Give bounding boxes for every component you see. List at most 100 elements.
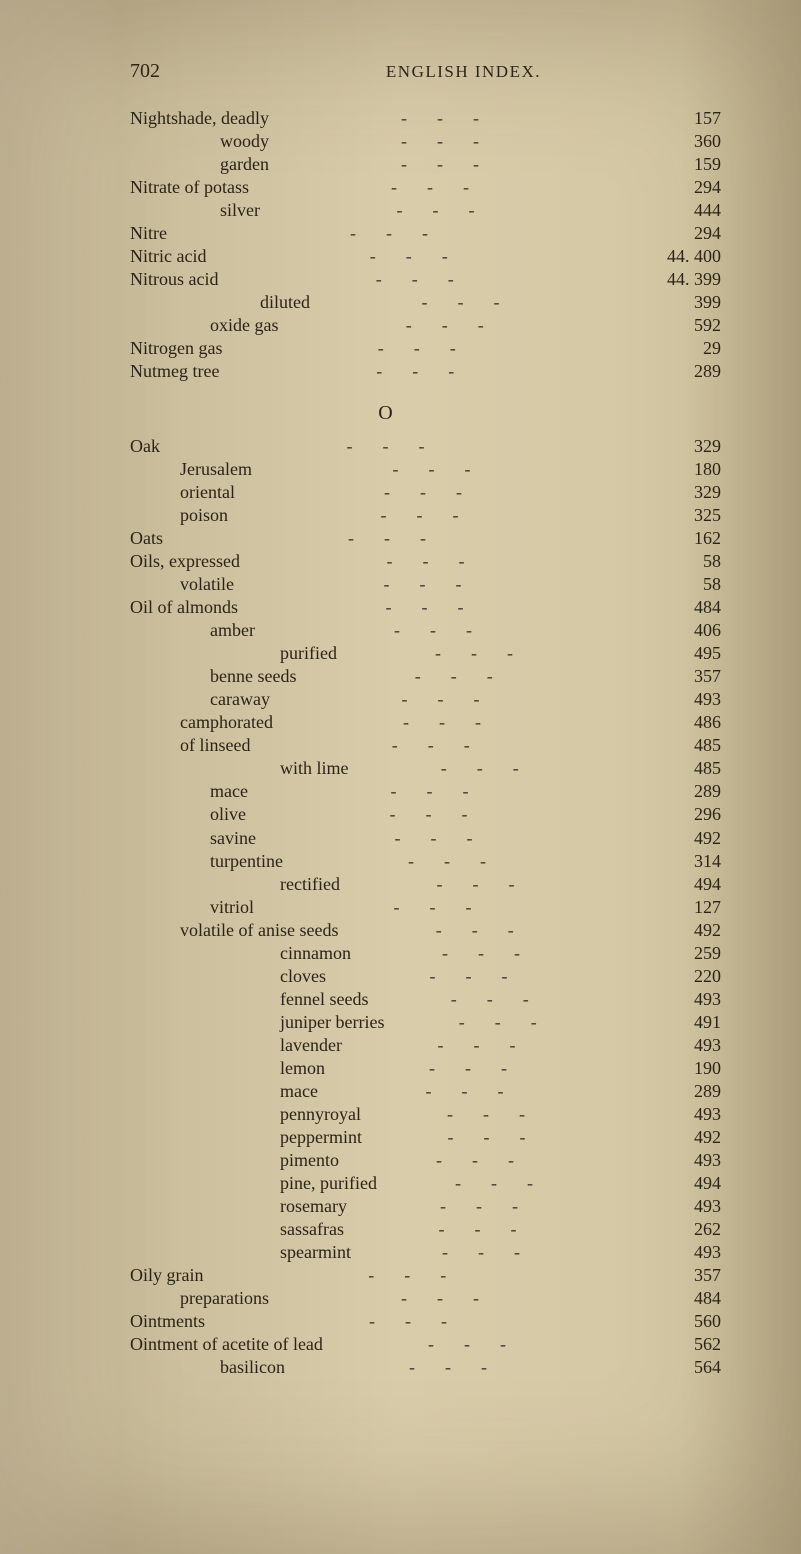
entry-page: 329 bbox=[641, 435, 721, 458]
entry-label: Nightshade, deadly bbox=[130, 107, 269, 130]
page-title: ENGLISH INDEX. bbox=[386, 62, 541, 82]
entry-label: caraway bbox=[130, 688, 270, 711]
entry-page: 44. 399 bbox=[641, 268, 721, 291]
leader-dashes: --- bbox=[326, 965, 641, 988]
entry-label: garden bbox=[130, 153, 269, 176]
leader-dashes: --- bbox=[235, 481, 641, 504]
leader-dashes: --- bbox=[270, 688, 641, 711]
leader-dashes: --- bbox=[246, 803, 641, 826]
entry-page: 357 bbox=[641, 665, 721, 688]
index-entry: purified---495 bbox=[130, 642, 721, 665]
entry-page: 492 bbox=[641, 919, 721, 942]
index-entry: Nitrate of potass---294 bbox=[130, 176, 721, 199]
entry-label: volatile of anise seeds bbox=[130, 919, 338, 942]
entry-page: 484 bbox=[641, 596, 721, 619]
leader-dashes: --- bbox=[204, 1264, 642, 1287]
entry-page: 289 bbox=[641, 1080, 721, 1103]
entry-page: 190 bbox=[641, 1057, 721, 1080]
entry-label: spearmint bbox=[130, 1241, 351, 1264]
entry-label: purified bbox=[130, 642, 337, 665]
leader-dashes: --- bbox=[255, 619, 641, 642]
index-entry: lavender---493 bbox=[130, 1034, 721, 1057]
entry-label: rectified bbox=[130, 873, 340, 896]
entry-label: silver bbox=[130, 199, 260, 222]
index-entry: caraway---493 bbox=[130, 688, 721, 711]
entry-label: amber bbox=[130, 619, 255, 642]
entry-page: 325 bbox=[641, 504, 721, 527]
index-entry: poison---325 bbox=[130, 504, 721, 527]
index-entry: Nitre---294 bbox=[130, 222, 721, 245]
index-entry: Oak---329 bbox=[130, 435, 721, 458]
leader-dashes: --- bbox=[273, 711, 641, 734]
leader-dashes: --- bbox=[296, 665, 641, 688]
entry-page: 262 bbox=[641, 1218, 721, 1241]
index-entry: diluted---399 bbox=[130, 291, 721, 314]
entry-page: 259 bbox=[641, 942, 721, 965]
index-entry: Nightshade, deadly---157 bbox=[130, 107, 721, 130]
leader-dashes: --- bbox=[344, 1218, 641, 1241]
index-entry: Oats---162 bbox=[130, 527, 721, 550]
entry-label: oxide gas bbox=[130, 314, 278, 337]
leader-dashes: --- bbox=[310, 291, 641, 314]
entries-before-section: Nightshade, deadly---157woody---360garde… bbox=[130, 107, 721, 383]
entry-label: lemon bbox=[130, 1057, 325, 1080]
entry-page: 493 bbox=[641, 1103, 721, 1126]
entry-page: 180 bbox=[641, 458, 721, 481]
index-entry: pennyroyal---493 bbox=[130, 1103, 721, 1126]
entry-page: 406 bbox=[641, 619, 721, 642]
entry-page: 491 bbox=[641, 1011, 721, 1034]
entry-label: juniper berries bbox=[130, 1011, 384, 1034]
entry-label: pine, purified bbox=[130, 1172, 377, 1195]
entry-label: Nitrogen gas bbox=[130, 337, 222, 360]
index-entry: turpentine---314 bbox=[130, 850, 721, 873]
leader-dashes: --- bbox=[337, 642, 641, 665]
index-entry: spearmint---493 bbox=[130, 1241, 721, 1264]
entry-page: 493 bbox=[641, 988, 721, 1011]
entry-label: Oils, expressed bbox=[130, 550, 240, 573]
entry-label: oriental bbox=[130, 481, 235, 504]
leader-dashes: --- bbox=[377, 1172, 641, 1195]
entry-label: Ointment of acetite of lead bbox=[130, 1333, 323, 1356]
leader-dashes: --- bbox=[222, 337, 641, 360]
entry-page: 329 bbox=[641, 481, 721, 504]
leader-dashes: --- bbox=[368, 988, 641, 1011]
leader-dashes: --- bbox=[361, 1103, 641, 1126]
index-entry: cinnamon---259 bbox=[130, 942, 721, 965]
entry-label: mace bbox=[130, 780, 248, 803]
entry-page: 493 bbox=[641, 1034, 721, 1057]
entry-page: 159 bbox=[641, 153, 721, 176]
index-entry: Jerusalem---180 bbox=[130, 458, 721, 481]
entry-page: 294 bbox=[641, 222, 721, 245]
entry-page: 494 bbox=[641, 1172, 721, 1195]
section-letter: O bbox=[130, 401, 721, 427]
index-entry: rosemary---493 bbox=[130, 1195, 721, 1218]
index-entry: oriental---329 bbox=[130, 481, 721, 504]
leader-dashes: --- bbox=[323, 1333, 641, 1356]
index-entry: volatile---58 bbox=[130, 573, 721, 596]
entry-label: savine bbox=[130, 827, 256, 850]
entry-page: 562 bbox=[641, 1333, 721, 1356]
leader-dashes: --- bbox=[163, 527, 641, 550]
index-entry: savine---492 bbox=[130, 827, 721, 850]
leader-dashes: --- bbox=[160, 435, 641, 458]
leader-dashes: --- bbox=[252, 458, 641, 481]
entry-page: 127 bbox=[641, 896, 721, 919]
leader-dashes: --- bbox=[254, 896, 641, 919]
entry-label: Oil of almonds bbox=[130, 596, 238, 619]
entry-page: 162 bbox=[641, 527, 721, 550]
index-entry: preparations---484 bbox=[130, 1287, 721, 1310]
index-entry: pine, purified---494 bbox=[130, 1172, 721, 1195]
entry-page: 493 bbox=[641, 1149, 721, 1172]
page-container: 702 ENGLISH INDEX. Nightshade, deadly---… bbox=[0, 0, 801, 1419]
entry-label: Oats bbox=[130, 527, 163, 550]
entry-page: 157 bbox=[641, 107, 721, 130]
entry-label: Oily grain bbox=[130, 1264, 204, 1287]
entry-label: preparations bbox=[130, 1287, 269, 1310]
entry-label: peppermint bbox=[130, 1126, 362, 1149]
entry-label: basilicon bbox=[130, 1356, 285, 1379]
index-entry: Nitrous acid---44. 399 bbox=[130, 268, 721, 291]
entry-page: 494 bbox=[641, 873, 721, 896]
entry-page: 560 bbox=[641, 1310, 721, 1333]
index-entry: mace---289 bbox=[130, 780, 721, 803]
index-entry: Nitric acid---44. 400 bbox=[130, 245, 721, 268]
